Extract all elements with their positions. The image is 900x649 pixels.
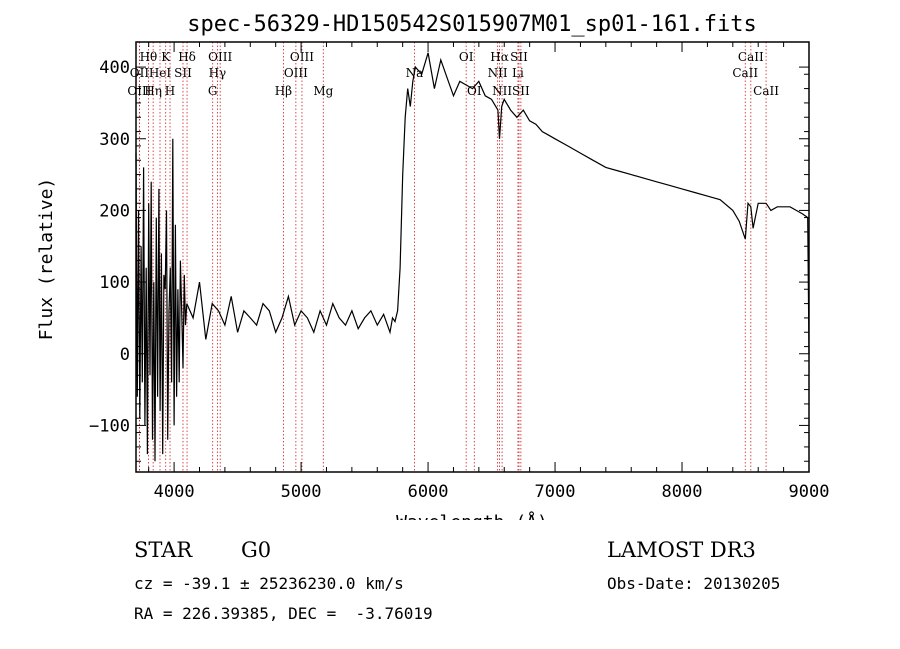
x-tick-label: 8000	[662, 482, 703, 502]
y-axis-ticks: −100 0 100 200 300 400	[89, 58, 809, 462]
object-class: STAR	[134, 538, 193, 562]
spectral-line-label: OIII	[208, 50, 232, 64]
spectral-line-markers	[139, 42, 767, 472]
spectral-line-label: Mg	[313, 84, 333, 98]
spectral-line-label: K	[161, 50, 171, 64]
spectral-line-label: OIII	[290, 50, 314, 64]
y-axis-label: Flux (relative)	[36, 178, 57, 341]
spectral-line-label: Li	[512, 66, 524, 80]
x-axis-ticks: 4000 5000 6000 7000 8000 9000	[148, 42, 830, 502]
spectral-line-label: SII	[512, 84, 530, 98]
spectral-line-label: Hθ	[140, 50, 158, 64]
spectral-line-label: H	[165, 84, 175, 98]
y-tick-label: 400	[99, 58, 130, 78]
spectral-line-label: Hα	[490, 50, 509, 64]
spectral-line-label: SII	[510, 50, 528, 64]
spectral-line-label: CaII	[738, 50, 764, 64]
x-tick-label: 6000	[408, 482, 449, 502]
plot-frame	[135, 41, 810, 473]
x-axis-label: Wavelength (Å)	[396, 511, 548, 520]
object-subclass: G0	[241, 538, 272, 562]
spectral-line-label: OIII	[127, 84, 151, 98]
y-tick-label: 300	[99, 130, 130, 150]
spectral-line-label: OIII	[284, 66, 308, 80]
y-tick-label: 100	[99, 273, 130, 293]
x-tick-label: 4000	[154, 482, 195, 502]
spectral-line-label: OII	[130, 66, 150, 80]
x-tick-label: 7000	[535, 482, 576, 502]
spectral-line-label: NII	[492, 84, 512, 98]
redshift-text: cz = -39.1 ± 25236230.0 km/s	[134, 574, 404, 593]
spectral-line-label: CaII	[753, 84, 779, 98]
spectral-line-label: Hγ	[209, 66, 227, 80]
x-tick-label: 9000	[789, 482, 830, 502]
spectral-line-label: HeI	[149, 66, 172, 80]
y-tick-label: 200	[99, 201, 130, 221]
spectrum-line	[135, 52, 810, 462]
x-tick-label: 5000	[281, 482, 322, 502]
spectral-line-label: OI	[459, 50, 474, 64]
spectral-line-label: CaII	[732, 66, 758, 80]
chart-title: spec-56329-HD150542S015907M01_sp01-161.f…	[187, 12, 757, 37]
coordinates: RA = 226.39385, DEC = -3.76019	[134, 604, 433, 623]
spectral-line-label: G	[208, 84, 218, 98]
spectral-line-label: Hβ	[275, 84, 292, 98]
y-tick-label: 0	[120, 345, 130, 365]
y-tick-label: −100	[89, 416, 130, 436]
spectral-line-label: SII	[174, 66, 192, 80]
spectral-line-label: NII	[488, 66, 508, 80]
spectral-line-label: Hδ	[178, 50, 196, 64]
spectrum-chart: spec-56329-HD150542S015907M01_sp01-161.f…	[36, 12, 830, 520]
survey-name: LAMOST DR3	[607, 538, 756, 562]
spectral-line-label: Hη	[144, 84, 162, 98]
obs-date: Obs-Date: 20130205	[607, 574, 781, 593]
